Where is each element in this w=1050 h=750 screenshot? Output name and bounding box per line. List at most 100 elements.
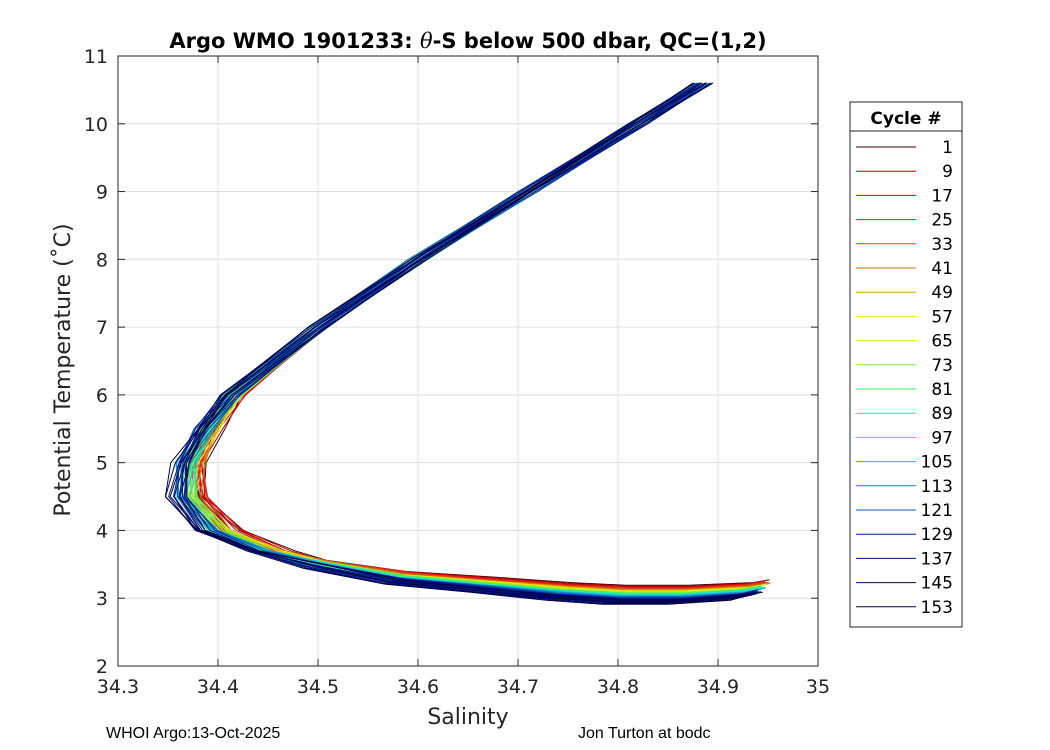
y-tick-label: 2: [96, 656, 108, 678]
x-tick-label: 34.5: [297, 676, 339, 698]
legend-entry-label: 121: [921, 501, 953, 521]
legend-entry-label: 129: [921, 525, 953, 545]
profile-curve: [195, 82, 760, 589]
profile-curve: [192, 82, 761, 593]
profile-curve: [193, 82, 762, 593]
profile-curve: [203, 82, 769, 589]
profile-curve: [189, 82, 767, 596]
legend-entry-label: 89: [931, 404, 953, 424]
y-tick-label: 6: [96, 385, 108, 407]
profile-curve: [183, 82, 751, 596]
profile-curve: [200, 82, 765, 588]
profile-curve: [199, 82, 765, 591]
legend-entry-label: 1: [942, 138, 953, 158]
chart-title: Argo WMO 1901233: θ-S below 500 dbar, QC…: [169, 29, 766, 53]
profile-curve: [181, 82, 754, 601]
profile-curve: [201, 82, 766, 589]
profile-curve: [175, 82, 753, 599]
title-prefix: Argo WMO 1901233:: [169, 29, 420, 53]
profile-curve: [200, 82, 771, 590]
title-suffix: -S below 500 dbar, QC=(1,2): [433, 29, 767, 53]
legend: Cycle #1 9 17 25 33 41 49 57 65 73 81 89 97 105 113 121…: [849, 101, 963, 628]
profile-curve: [169, 82, 756, 603]
profile-curve: [184, 82, 757, 599]
profile-curve: [194, 82, 766, 591]
legend-entry-label: 9: [942, 162, 953, 182]
profile-curve: [188, 82, 756, 594]
profile-curve: [175, 82, 749, 600]
footer-right: Jon Turton at bodc: [578, 725, 711, 742]
profile-curve: [189, 82, 758, 595]
profile-curve: [183, 82, 762, 597]
legend-entry-label: 41: [931, 259, 953, 279]
y-tick-label: 8: [96, 249, 108, 271]
profile-curve: [186, 82, 759, 600]
legend-entry-label: 57: [931, 307, 953, 327]
profile-curve: [193, 82, 766, 592]
profile-curve: [185, 82, 753, 594]
profile-curve: [178, 82, 756, 598]
profile-curve: [168, 82, 752, 604]
profile-curve: [201, 82, 766, 587]
legend-entry-label: 33: [931, 235, 953, 255]
profile-curve: [190, 82, 763, 592]
x-axis-label: Salinity: [427, 705, 508, 730]
legend-entry-label: 145: [921, 574, 953, 594]
profile-curve: [184, 82, 762, 600]
y-tick-label: 4: [96, 520, 108, 542]
x-tick-label: 34.3: [97, 676, 139, 698]
profile-curve: [185, 82, 757, 594]
x-tick-label: 35: [806, 676, 830, 698]
plot-frame: [117, 55, 819, 667]
profile-curve: [185, 82, 766, 596]
y-tick-label: 10: [84, 114, 108, 136]
axis-ticks: 34.3 34.4 34.5 34.6 34.7 34.8 34.9 35 2 3 4 5 6 7 8 9 10…: [84, 46, 830, 698]
profile-curve: [183, 82, 751, 595]
profile-curve: [173, 82, 758, 602]
x-tick-label: 34.9: [697, 676, 739, 698]
legend-entry-label: 17: [931, 186, 953, 206]
profile-curve: [187, 82, 756, 595]
profile-curve: [195, 82, 770, 591]
legend-entry-label: 73: [931, 356, 953, 376]
profile-curve: [180, 82, 760, 598]
profile-curve: [165, 82, 749, 604]
legend-entry-label: 81: [931, 380, 953, 400]
legend-entry-label: 65: [931, 332, 953, 352]
profile-curve: [164, 82, 745, 605]
profile-curve: [173, 82, 752, 603]
profile-curve: [191, 82, 755, 590]
title-theta: θ: [420, 29, 433, 53]
footer-left: WHOI Argo:13-Oct-2025: [106, 725, 281, 742]
legend-entry-label: 113: [921, 477, 953, 497]
profile-curve: [176, 82, 747, 601]
profile-curve: [203, 82, 770, 586]
profile-curve: [180, 82, 752, 599]
profile-curve: [177, 82, 750, 602]
y-tick-label: 3: [96, 588, 108, 610]
profile-curve: [193, 82, 762, 594]
profile-curve: [178, 82, 757, 602]
x-tick-label: 34.6: [397, 676, 439, 698]
profile-curve: [194, 82, 765, 595]
profile-curve: [193, 82, 760, 592]
legend-title: Cycle #: [870, 109, 941, 129]
x-tick-label: 34.7: [497, 676, 539, 698]
profile-curve: [196, 82, 760, 588]
profile-curve: [183, 82, 756, 597]
profile-curve: [178, 82, 756, 599]
legend-entry-label: 97: [931, 428, 953, 448]
x-tick-label: 34.8: [597, 676, 639, 698]
profile-curve: [193, 82, 758, 591]
profile-curve: [189, 82, 760, 593]
x-tick-label: 34.4: [197, 676, 239, 698]
legend-entry-label: 105: [921, 453, 953, 473]
y-axis-label: Potential Temperature (˚C): [51, 223, 76, 516]
legend-entry-label: 25: [931, 211, 953, 231]
y-tick-label: 5: [96, 453, 108, 475]
grid-lines: [117, 55, 819, 667]
data-curves: [164, 82, 771, 605]
legend-entry-label: 49: [931, 283, 953, 303]
profile-curve: [197, 82, 762, 590]
